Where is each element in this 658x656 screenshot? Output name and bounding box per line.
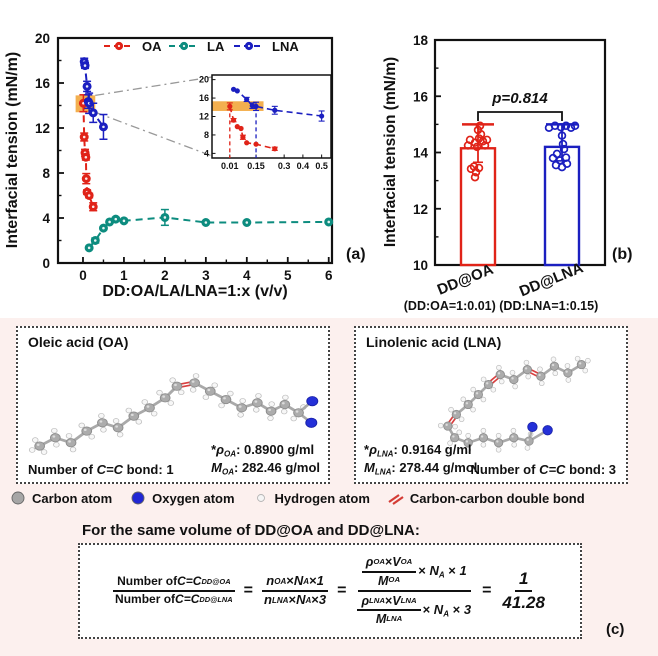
hydrogen-ball-icon: [256, 494, 265, 502]
svg-text:8: 8: [42, 166, 50, 181]
equation-result-fraction: 1 41.28: [502, 569, 545, 612]
svg-text:LNA: LNA: [272, 39, 299, 54]
atom-legend-item: Carbon atom: [8, 490, 112, 506]
equals-sign: =: [482, 582, 492, 599]
rho-v-over-m-oa: ρ OA × V OA M OA: [361, 554, 417, 589]
svg-text:14: 14: [413, 146, 429, 161]
svg-text:DD@OA: DD@OA: [435, 261, 496, 299]
panel-a-label: (a): [346, 246, 366, 263]
equation-expanded-fraction: ρ OA × V OA M OA × NA × 1 ρ LNA × V LNA M LNA × NA…: [353, 553, 475, 629]
svg-text:0.01: 0.01: [221, 161, 239, 171]
atom-legend: Carbon atom Oxygen atom Hydrogen atom Carbo…: [8, 490, 585, 506]
atom-legend-item: Carbon-carbon double bond: [386, 490, 585, 506]
svg-text:4: 4: [42, 211, 50, 226]
oa-bond-count-note: Number of C=C bond: 1: [28, 462, 174, 477]
significance-bracket: [477, 111, 563, 121]
svg-text:16: 16: [35, 76, 51, 91]
equation-lhs-fraction: Number of C=C DD@OA Number of C=C DD@LNA: [111, 574, 237, 608]
svg-text:0.5: 0.5: [315, 161, 328, 171]
series-line-LA: [88, 216, 329, 249]
lna-molar-mass: MLNA: 278.44 g/mol: [364, 459, 478, 476]
svg-text:0.4: 0.4: [297, 161, 310, 171]
oxygen-ball-icon: [131, 491, 145, 505]
lna-properties: *ρLNA: 0.9164 g/ml MLNA: 278.44 g/mol: [364, 442, 477, 477]
oleic-acid-molecule-illustration: [28, 373, 319, 455]
svg-text:16: 16: [413, 89, 429, 104]
oa-properties: *ρOA: 0.8900 g/ml MOA: 282.46 g/mol: [211, 442, 320, 477]
inset-leader-line: [95, 111, 213, 157]
svg-text:Interfacial tension (mN/m): Interfacial tension (mN/m): [4, 52, 21, 248]
svg-text:0.3: 0.3: [278, 161, 291, 171]
oa-molar-mass: MOA: 282.46 g/mol: [211, 459, 320, 476]
svg-text:1: 1: [120, 268, 128, 283]
equation-heading: For the same volume of DD@OA and DD@LNA:: [82, 522, 420, 539]
oleic-acid-panel: Oleic acid (OA) Number of C=C bond: 1 *ρ…: [16, 326, 330, 484]
equals-sign: =: [337, 582, 347, 599]
linolenic-acid-title: Linolenic acid (LNA): [366, 334, 502, 350]
atom-legend-item: Hydrogen atom: [251, 490, 370, 506]
svg-text:12: 12: [35, 121, 50, 136]
svg-text:3: 3: [202, 268, 210, 283]
linolenic-acid-molecule-illustration: [437, 355, 591, 453]
lna-bond-count-note: Number of C=C bond: 3: [470, 462, 616, 477]
svg-text:2: 2: [161, 268, 169, 283]
atom-legend-label: Carbon-carbon double bond: [409, 490, 585, 506]
svg-text:18: 18: [413, 33, 429, 48]
lna-density: *ρLNA: 0.9164 g/ml: [364, 442, 472, 459]
svg-text:6: 6: [325, 268, 333, 283]
panel-c-label: (c): [606, 621, 625, 638]
svg-text:p=0.814: p=0.814: [491, 90, 548, 107]
svg-text:10: 10: [413, 258, 428, 273]
rho-v-over-m-lna: ρ LNA × V LNA M LNA: [357, 593, 421, 628]
svg-text:8: 8: [204, 130, 209, 140]
bottom-section: Oleic acid (OA) Number of C=C bond: 1 *ρ…: [0, 318, 658, 656]
svg-text:4: 4: [204, 148, 209, 158]
svg-text:12: 12: [199, 112, 209, 122]
equation-lhs-numerator: Number of C=C DD@OA: [113, 574, 235, 592]
equals-sign: =: [243, 582, 253, 599]
equation-box: Number of C=C DD@OA Number of C=C DD@LNA =…: [78, 543, 582, 639]
oa-density: *ρOA: 0.8900 g/ml: [211, 442, 315, 459]
svg-text:20: 20: [199, 75, 209, 85]
svg-text:0.15: 0.15: [247, 161, 265, 171]
bar-DD@LNA: [543, 145, 581, 267]
carbon-ball-icon: [11, 491, 25, 505]
svg-text:20: 20: [35, 31, 50, 46]
oleic-acid-title: Oleic acid (OA): [28, 334, 129, 350]
svg-text:16: 16: [199, 93, 209, 103]
equation-lhs-denominator: Number of C=C DD@LNA: [115, 592, 233, 606]
panel-b-chart: 10 12 14 16 18 Interfacial tension (mN/m) p=0.…: [382, 33, 607, 300]
svg-text:12: 12: [413, 202, 428, 217]
svg-text:4: 4: [243, 268, 251, 283]
svg-text:OA: OA: [142, 39, 162, 54]
svg-text:0: 0: [79, 268, 87, 283]
panel-b-label: (b): [612, 246, 633, 263]
svg-text:Interfacial tension (mN/m): Interfacial tension (mN/m): [382, 57, 399, 247]
svg-text:5: 5: [284, 268, 292, 283]
atom-legend-label: Hydrogen atom: [274, 490, 370, 506]
panel-b-caption: (DD:OA=1:0.01) (DD:LNA=1:0.15): [403, 299, 599, 313]
inset-highlight-band: [212, 101, 264, 111]
double-bond-icon: [388, 494, 404, 505]
svg-text:0: 0: [42, 256, 50, 271]
svg-text:DD:OA/LA/LNA=1:x (v/v): DD:OA/LA/LNA=1:x (v/v): [102, 283, 287, 300]
atom-legend-item: Oxygen atom: [128, 490, 235, 506]
linolenic-acid-panel: Linolenic acid (LNA) *ρLNA: 0.9164 g/ml …: [354, 326, 628, 484]
atom-legend-label: Oxygen atom: [152, 490, 235, 506]
atom-legend-label: Carbon atom: [32, 490, 113, 506]
inset-leader-line: [95, 76, 213, 97]
svg-text:LA: LA: [207, 39, 225, 54]
